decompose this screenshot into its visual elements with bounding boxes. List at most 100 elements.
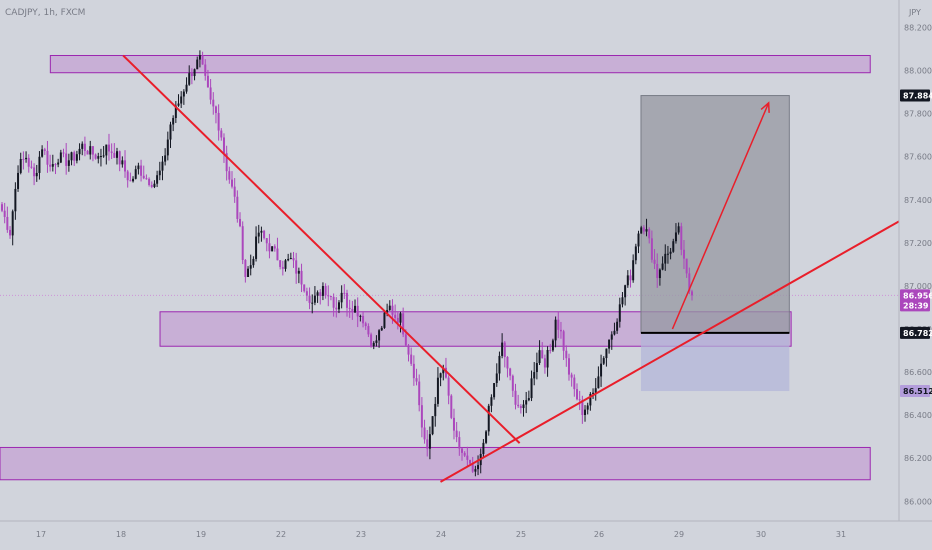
candle-body [124,160,127,172]
projection-arrow-shaft[interactable] [671,102,770,330]
candle-body [530,378,533,399]
candle-body [169,124,172,140]
candle-body [527,398,530,401]
candle-body [458,437,461,449]
candle-body [396,317,399,323]
x-tick-label: 23 [356,530,366,539]
candle-body [148,178,151,185]
candle-body [188,73,191,85]
candle-body [482,442,485,454]
descending-trendline[interactable] [122,54,521,444]
candle-body [658,269,661,279]
candle-body [263,230,266,239]
candle-body [650,238,653,260]
candle-body [198,55,201,60]
candle-body [257,232,260,237]
candle-body [442,367,445,374]
candle-body [153,183,156,187]
candle-body [297,270,300,274]
candle-body [249,265,252,269]
candle-body [666,253,669,255]
candle-body [495,373,498,384]
y-tick-label: 86.400 [904,411,932,420]
candle-body [685,258,688,274]
y-tick-label: 87.600 [904,153,932,162]
candle-body [313,295,316,303]
candle-body [265,238,268,244]
candle-body [415,378,418,382]
candle-body [59,152,62,163]
candle-body [225,153,228,172]
candle-body [174,105,177,119]
candle-body [640,227,643,234]
candle-body [140,165,143,176]
candle-body [222,137,225,154]
candle-body [252,258,255,266]
candle-body [517,404,520,407]
stop-zone-box[interactable] [640,332,790,392]
candle-body [559,329,562,332]
candle-body [121,160,124,165]
candle-body [549,349,552,351]
candle-body [271,246,274,252]
ascending-trendline[interactable] [440,220,900,483]
candle-body [303,284,306,292]
candle-body [682,249,685,259]
candle-body [105,144,108,156]
candle-body [498,355,501,374]
candle-body [380,327,383,331]
candle-body [586,405,589,410]
candle-body [300,270,303,285]
candle-body [672,241,675,252]
candle-body [519,406,522,409]
lower-support-zone[interactable] [0,446,871,481]
candle-body [102,155,105,157]
candle-body [86,150,89,155]
candle-body [688,273,691,292]
candle-body [669,251,672,254]
candle-body [423,427,426,440]
x-tick-label: 24 [436,530,446,539]
candle-body [661,263,664,270]
candle-body [469,459,472,464]
candle-body [412,363,415,379]
candle-body [511,375,514,391]
candle-body [452,417,455,431]
x-tick-label: 19 [196,530,206,539]
entry-price-tag [900,326,930,339]
candle-body [35,172,38,177]
candle-body [447,377,450,396]
candle-body [610,334,613,340]
candle-body [308,295,311,303]
candle-body [648,229,651,239]
candle-body [656,263,659,279]
candle-body [244,260,247,277]
candle-body [533,372,536,379]
target-zone-box[interactable] [640,95,790,334]
candle-body [180,96,183,104]
candle-body [228,171,231,180]
candle-body [276,248,279,261]
candle-body [1,204,3,211]
x-tick-label: 25 [516,530,526,539]
candle-body [426,439,429,449]
candle-body [62,152,65,154]
candle-body [485,431,488,443]
candle-body [156,175,159,184]
candle-body [493,383,496,398]
target-price-tag [900,89,930,102]
candle-body [551,340,554,351]
y-tick-label: 86.600 [904,368,932,377]
candle-body [629,275,632,281]
candle-body [49,164,52,167]
projection-arrow-head [760,101,770,113]
candle-body [554,319,557,341]
resistance-zone[interactable] [49,54,871,74]
candle-body [439,373,442,378]
candle-body [370,334,373,347]
candle-body [89,146,92,155]
candle-body [113,152,116,158]
candle-body [474,469,477,472]
candle-body [145,178,148,180]
